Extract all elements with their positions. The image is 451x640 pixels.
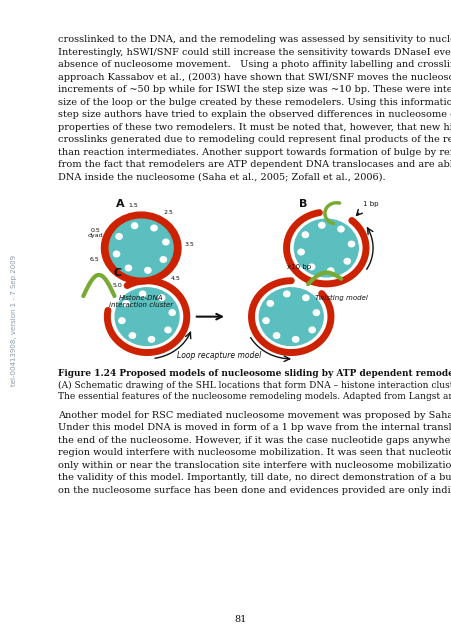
Text: 1.5: 1.5 <box>128 202 138 207</box>
Circle shape <box>131 223 138 228</box>
Text: 81: 81 <box>234 615 246 624</box>
Circle shape <box>292 337 298 342</box>
Text: absence of nucleosome movement.   Using a photo affinity labelling and crosslink: absence of nucleosome movement. Using a … <box>58 60 451 69</box>
Circle shape <box>308 327 315 333</box>
Circle shape <box>119 318 125 323</box>
Circle shape <box>302 232 308 237</box>
Text: Figure 1.24 Proposed models of nucleosome sliding by ATP dependent remodelers.: Figure 1.24 Proposed models of nucleosom… <box>58 369 451 378</box>
Circle shape <box>318 223 324 228</box>
Text: Under this model DNA is moved in form of a 1 bp wave from the internal transloca: Under this model DNA is moved in form of… <box>58 423 451 432</box>
Text: properties of these two remodelers. It must be noted that, however, that new his: properties of these two remodelers. It m… <box>58 122 451 132</box>
Text: step size authors have tried to explain the observed differences in nucleosome d: step size authors have tried to explain … <box>58 110 451 119</box>
Text: 1 bp: 1 bp <box>362 201 377 207</box>
Circle shape <box>151 225 157 231</box>
Text: (A) Schematic drawing of the SHL locations that form DNA – histone interaction c: (A) Schematic drawing of the SHL locatio… <box>58 381 451 390</box>
Text: The essential features of the nucleosome remodeling models. Adapted from Langst : The essential features of the nucleosome… <box>58 392 451 401</box>
Circle shape <box>115 288 179 346</box>
Circle shape <box>139 291 145 297</box>
Text: DNA inside the nucleosome (Saha et al., 2005; Zofall et al., 2006).: DNA inside the nucleosome (Saha et al., … <box>58 172 385 182</box>
Text: size of the loop or the bulge created by these remodelers. Using this informatio: size of the loop or the bulge created by… <box>58 97 451 107</box>
Circle shape <box>337 227 343 232</box>
Circle shape <box>313 310 319 316</box>
Circle shape <box>116 234 122 239</box>
Text: tel-00413908, version 1 - 7 Sep 2009: tel-00413908, version 1 - 7 Sep 2009 <box>11 255 17 385</box>
Circle shape <box>273 333 279 339</box>
Text: 6.5: 6.5 <box>89 257 99 262</box>
Circle shape <box>348 241 354 247</box>
Circle shape <box>262 318 269 323</box>
Text: 5.0: 5.0 <box>112 284 122 288</box>
Text: increments of ~50 bp while for ISWI the step size was ~10 bp. These were interpr: increments of ~50 bp while for ISWI the … <box>58 85 451 94</box>
Text: 2.5: 2.5 <box>164 210 174 215</box>
Text: C: C <box>114 268 122 278</box>
Circle shape <box>101 212 180 284</box>
Circle shape <box>125 265 131 271</box>
Circle shape <box>160 257 166 262</box>
Circle shape <box>267 301 273 306</box>
Text: crosslinked to the DNA, and the remodeling was assessed by sensitivity to nuclea: crosslinked to the DNA, and the remodeli… <box>58 35 451 44</box>
Text: approach Kassabov et al., (2003) have shown that SWI/SNF moves the nucleosomes i: approach Kassabov et al., (2003) have sh… <box>58 72 451 82</box>
Text: crosslinks generated due to remodeling could represent final products of the rem: crosslinks generated due to remodeling c… <box>58 135 451 144</box>
Circle shape <box>259 288 322 346</box>
Circle shape <box>294 219 358 277</box>
Circle shape <box>308 264 314 269</box>
Text: only within or near the translocation site interfere with nucleosome mobilizatio: only within or near the translocation si… <box>58 461 451 470</box>
Text: Histone-DNA
interaction cluster: Histone-DNA interaction cluster <box>109 295 173 308</box>
Text: B: B <box>298 199 306 209</box>
Text: from the fact that remodelers are ATP dependent DNA translocases and are able to: from the fact that remodelers are ATP de… <box>58 160 451 169</box>
Text: 4.5: 4.5 <box>170 276 180 282</box>
Text: region would interfere with nucleosome mobilization. It was seen that nucleotide: region would interfere with nucleosome m… <box>58 448 451 457</box>
Text: on the nucleosome surface has been done and evidences provided are only indicati: on the nucleosome surface has been done … <box>58 486 451 495</box>
Text: Another model for RSC mediated nucleosome movement was proposed by Saha et al., : Another model for RSC mediated nucleosom… <box>58 411 451 420</box>
Circle shape <box>148 337 154 342</box>
Text: Interestingly, hSWI/SNF could still increase the sensitivity towards DNaseI even: Interestingly, hSWI/SNF could still incr… <box>58 48 451 57</box>
Text: the validity of this model. Importantly, till date, no direct demonstration of a: the validity of this model. Importantly,… <box>58 473 451 482</box>
Circle shape <box>162 239 169 245</box>
Circle shape <box>327 268 333 273</box>
Circle shape <box>283 291 289 297</box>
Circle shape <box>113 251 120 257</box>
Circle shape <box>123 301 129 306</box>
Circle shape <box>343 259 350 264</box>
Circle shape <box>169 310 175 316</box>
Circle shape <box>144 268 151 273</box>
Text: Loop recapture model: Loop recapture model <box>177 351 261 360</box>
Text: 3.5: 3.5 <box>184 242 194 246</box>
Circle shape <box>297 249 304 255</box>
Circle shape <box>129 333 135 339</box>
Text: the end of the nucleosome. However, if it was the case nucleotide gaps anywhere : the end of the nucleosome. However, if i… <box>58 436 451 445</box>
Circle shape <box>302 295 308 301</box>
Text: x10 bp: x10 bp <box>286 264 310 270</box>
Text: than reaction intermediates. Another support towards formation of bulge by remod: than reaction intermediates. Another sup… <box>58 147 451 157</box>
Circle shape <box>109 219 173 277</box>
Circle shape <box>165 327 171 333</box>
Text: 0.5
dyad: 0.5 dyad <box>88 228 103 239</box>
Text: Twisting model: Twisting model <box>315 294 368 301</box>
Circle shape <box>158 295 165 301</box>
Text: A: A <box>115 199 124 209</box>
